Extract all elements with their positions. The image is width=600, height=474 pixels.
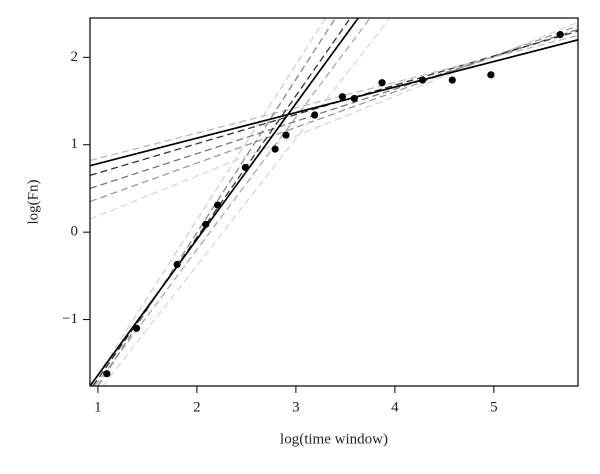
- y-axis-label: log(Fn): [25, 179, 41, 224]
- fit-line-dashed: [102, 18, 391, 386]
- fit-line-dashed: [97, 18, 337, 386]
- y-tick-label: 2: [71, 49, 79, 65]
- x-tick-label: 2: [193, 399, 201, 415]
- y-tick-label: 0: [71, 224, 79, 240]
- x-tick-label: 3: [292, 399, 300, 415]
- y-tick-label: −1: [62, 311, 78, 327]
- data-point: [378, 79, 386, 87]
- data-point: [487, 71, 495, 79]
- data-point: [338, 93, 347, 101]
- x-tick-label: 1: [94, 399, 102, 415]
- data-point: [282, 131, 290, 139]
- fit-line: [90, 39, 578, 167]
- y-tick-label: 1: [71, 136, 79, 152]
- data-point: [241, 163, 250, 172]
- data-point: [448, 76, 456, 84]
- data-point: [311, 111, 319, 119]
- fit-line: [90, 18, 359, 386]
- x-tick-label: 5: [490, 399, 498, 415]
- data-point: [271, 145, 279, 153]
- data-point: [132, 324, 141, 332]
- plot-frame: [89, 17, 579, 387]
- fit-line-dashed: [92, 18, 351, 386]
- data-point: [556, 31, 564, 39]
- x-tick-label: 4: [391, 399, 399, 415]
- data-point: [350, 94, 358, 103]
- fit-line-dashed: [90, 18, 327, 386]
- data-point: [103, 370, 111, 378]
- fit-line-dashed: [90, 28, 578, 190]
- fit-line-dashed: [90, 34, 578, 162]
- plot-area: [90, 18, 578, 386]
- data-point: [418, 76, 427, 84]
- data-point: [202, 220, 210, 228]
- data-point: [214, 201, 222, 209]
- data-point: [173, 260, 181, 269]
- x-axis-label: log(time window): [280, 431, 388, 447]
